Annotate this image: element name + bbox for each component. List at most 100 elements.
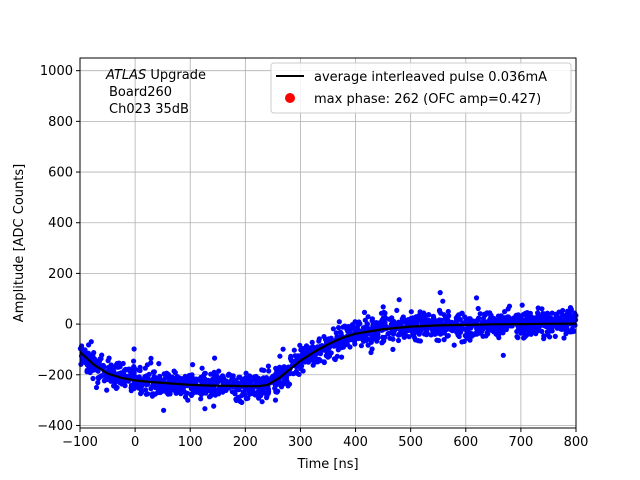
scatter-point [93, 384, 100, 391]
scatter-point [473, 295, 480, 301]
legend-entry-max-phase: max phase: 262 (OFC amp=0.427) [314, 92, 541, 107]
scatter-point [335, 325, 342, 331]
scatter-point [297, 342, 303, 348]
legend-dot-swatch [285, 93, 295, 103]
scatter-point [515, 335, 521, 341]
scatter-point [300, 346, 306, 352]
scatter-point [549, 310, 555, 316]
scatter-point [202, 406, 208, 412]
scatter-point [316, 336, 322, 342]
y-tick-label: 400 [48, 216, 73, 231]
scatter-point [216, 368, 222, 374]
scatter-point [445, 308, 451, 315]
scatter-point [382, 314, 388, 320]
scatter-point [281, 364, 287, 370]
scatter-point [336, 319, 342, 325]
scatter-point [428, 332, 434, 338]
scatter-point [434, 319, 440, 325]
scatter-point [164, 389, 170, 395]
scatter-point [499, 326, 505, 332]
scatter-point [525, 326, 532, 332]
scatter-point [128, 385, 134, 391]
scatter-point [440, 298, 446, 304]
scatter-point [488, 312, 494, 318]
scatter-point [459, 339, 465, 345]
scatter-point [178, 391, 184, 397]
scatter-point [368, 349, 374, 356]
scatter-point [149, 393, 155, 399]
scatter-point [286, 381, 293, 387]
scatter-point [459, 310, 465, 316]
scatter-point [294, 370, 300, 376]
scatter-point [104, 387, 110, 393]
scatter-point [128, 373, 134, 379]
scatter-point [95, 380, 101, 386]
scatter-point [216, 391, 222, 397]
scatter-point [114, 384, 120, 391]
scatter-point [394, 307, 400, 313]
scatter-point [161, 407, 167, 413]
annotation-line-1: ATLAS Upgrade [105, 68, 206, 83]
scatter-point [502, 309, 508, 315]
scatter-point [479, 329, 485, 335]
scatter-point [382, 310, 388, 316]
scatter-point [520, 311, 527, 318]
scatter-point [477, 311, 483, 317]
scatter-point [345, 328, 351, 335]
scatter-point [177, 376, 183, 382]
scatter-point [434, 337, 440, 343]
scatter-point [519, 302, 525, 308]
scatter-point [193, 376, 199, 382]
x-tick-label: 0 [131, 435, 139, 450]
scatter-point [361, 309, 368, 315]
scatter-point [483, 333, 489, 339]
scatter-point [134, 375, 140, 381]
annotation-italic: ATLAS [105, 68, 146, 83]
scatter-point [451, 342, 457, 348]
scatter-point [173, 377, 179, 383]
scatter-point [247, 373, 253, 379]
scatter-point [510, 318, 516, 324]
y-axis-label: Amplitude [ADC Counts] [12, 164, 27, 322]
scatter-point [346, 324, 352, 330]
legend-box [270, 62, 572, 114]
scatter-point [321, 334, 327, 340]
scatter-point [408, 327, 414, 333]
scatter-point [544, 310, 551, 316]
scatter-point [205, 379, 211, 385]
scatter-point [474, 317, 480, 324]
annotation-line-3: Ch023 35dB [109, 102, 189, 117]
scatter-point [417, 329, 423, 335]
scatter-point [250, 389, 256, 395]
scatter-point [112, 380, 118, 386]
scatter-point [132, 366, 138, 372]
scatter-point [350, 337, 356, 343]
scatter-point [212, 355, 218, 361]
scatter-point [373, 320, 379, 326]
scatter-point [518, 316, 524, 322]
scatter-point [362, 334, 369, 340]
scatter-point [300, 350, 306, 356]
scatter-point [297, 354, 303, 360]
scatter-point [360, 325, 367, 331]
scatter-point [431, 315, 437, 321]
scatter-point [257, 389, 264, 395]
scatter-point [496, 331, 502, 337]
scatter-point [107, 375, 113, 381]
scatter-point [95, 368, 101, 374]
scatter-point [437, 308, 443, 314]
y-tick-label: 200 [48, 267, 73, 282]
legend-entry-average-pulse: average interleaved pulse 0.036mA [314, 70, 547, 85]
scatter-point [397, 330, 403, 337]
scatter-point [561, 335, 567, 341]
y-tick-label: 800 [48, 115, 73, 130]
scatter-point [219, 378, 225, 384]
scatter-point [239, 392, 245, 399]
scatter-point [315, 359, 321, 365]
scatter-point [298, 366, 304, 372]
scatter-point [445, 333, 451, 339]
scatter-point [374, 330, 380, 336]
scatter-point [413, 329, 419, 335]
scatter-point [190, 390, 196, 397]
